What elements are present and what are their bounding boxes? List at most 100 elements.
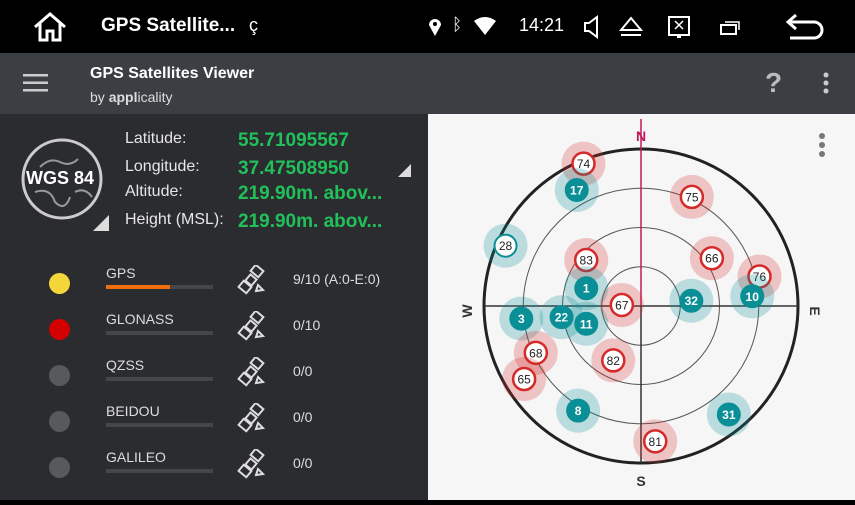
recents-icon[interactable] bbox=[720, 20, 740, 36]
location-panel: WGS 84 Latitude: 55.71095567 Longitude: … bbox=[0, 114, 428, 500]
height-value: 219.90m. abov... bbox=[238, 211, 383, 232]
satellite-label: 75 bbox=[685, 190, 699, 204]
system-name: BEIDOU bbox=[106, 403, 160, 419]
satellite-68 bbox=[523, 340, 549, 366]
satellite-icon[interactable] bbox=[236, 403, 270, 435]
satellite-31 bbox=[716, 402, 741, 427]
satellite-75 bbox=[679, 184, 705, 210]
coords-dropdown-corner-icon[interactable] bbox=[398, 164, 411, 177]
satellite-label: 68 bbox=[529, 346, 543, 360]
satellite-label: 32 bbox=[685, 294, 699, 308]
wifi-icon bbox=[474, 17, 496, 35]
satellite-label: 8 bbox=[575, 404, 582, 418]
subtitle-prefix: by bbox=[90, 89, 109, 105]
satellite-label: 66 bbox=[705, 252, 719, 266]
satellite-label: 10 bbox=[746, 290, 760, 304]
datum-dropdown-corner-icon bbox=[93, 215, 109, 231]
satellite-65 bbox=[511, 366, 537, 392]
subtitle-brand-bold: appl bbox=[108, 89, 138, 105]
system-row-qzss[interactable]: QZSS 0/0 bbox=[0, 357, 428, 397]
menu-icon[interactable] bbox=[23, 74, 48, 92]
system-signal-bar bbox=[106, 423, 213, 427]
satellite-label: 76 bbox=[753, 270, 767, 284]
satellite-icon[interactable] bbox=[236, 311, 270, 343]
system-signal-bar bbox=[106, 469, 213, 473]
system-name: QZSS bbox=[106, 357, 145, 373]
datum-label: WGS 84 bbox=[26, 168, 95, 188]
satellite-8 bbox=[566, 398, 591, 423]
location-pin-icon: ç bbox=[249, 15, 258, 35]
screen-icon[interactable] bbox=[667, 15, 691, 39]
compass-north: N bbox=[636, 128, 646, 144]
app-toolbar: GPS Satellites Viewer by applicality ? bbox=[0, 53, 855, 114]
satellite-17 bbox=[564, 178, 589, 203]
satellite-label: 17 bbox=[570, 184, 584, 198]
satellite-icon[interactable] bbox=[236, 265, 270, 297]
skyplot-more-icon[interactable] bbox=[818, 132, 826, 160]
satellite-icon[interactable] bbox=[236, 449, 270, 481]
latitude-value: 55.71095567 bbox=[238, 130, 349, 151]
satellite-22 bbox=[549, 305, 574, 330]
system-color-dot bbox=[49, 457, 70, 478]
satellite-1 bbox=[574, 276, 599, 301]
bluetooth-icon: ᛒ bbox=[452, 15, 463, 34]
satellite-74 bbox=[571, 151, 596, 176]
system-signal-bar bbox=[106, 285, 213, 289]
globe-icon bbox=[21, 138, 103, 220]
satellite-label: 67 bbox=[615, 298, 629, 312]
system-name: GLONASS bbox=[106, 311, 174, 327]
location-icon bbox=[429, 19, 441, 36]
back-icon[interactable] bbox=[784, 13, 824, 41]
clock: 14:21 bbox=[519, 15, 565, 35]
satellite-label: 3 bbox=[518, 312, 525, 326]
system-satellite-count: 0/10 bbox=[293, 317, 321, 333]
datum-selector[interactable]: WGS 84 bbox=[20, 137, 112, 231]
longitude-value: 37.47508950 bbox=[238, 158, 349, 179]
satellite-label: 65 bbox=[517, 373, 531, 387]
subtitle-brand-rest: icality bbox=[137, 89, 173, 105]
system-satellite-count: 0/0 bbox=[293, 455, 313, 471]
system-row-beidou[interactable]: BEIDOU 0/0 bbox=[0, 403, 428, 443]
help-icon[interactable]: ? bbox=[765, 67, 783, 98]
satellite-3 bbox=[509, 306, 534, 331]
satellite-66 bbox=[699, 245, 725, 271]
satellite-icon[interactable] bbox=[236, 357, 270, 389]
satellite-label: 81 bbox=[649, 435, 663, 449]
system-satellite-count: 0/0 bbox=[293, 363, 313, 379]
compass-west: W bbox=[459, 304, 475, 318]
system-color-dot bbox=[49, 273, 70, 294]
app-title: GPS Satellite... bbox=[101, 15, 236, 36]
satellite-67 bbox=[609, 292, 635, 318]
status-bar: GPS Satellite... ç ᛒ 14:21 bbox=[0, 0, 855, 53]
eject-icon[interactable] bbox=[619, 16, 643, 38]
satellite-label: 11 bbox=[580, 317, 593, 331]
system-row-gps[interactable]: GPS 9/10 (A:0-E:0) bbox=[0, 265, 428, 305]
satellite-10 bbox=[740, 284, 765, 309]
system-row-glonass[interactable]: GLONASS 0/10 bbox=[0, 311, 428, 351]
more-icon[interactable] bbox=[822, 72, 830, 96]
satellite-83 bbox=[573, 247, 599, 273]
satellite-32 bbox=[679, 288, 704, 313]
longitude-label: Longitude: bbox=[125, 158, 200, 175]
satellite-label: 82 bbox=[607, 354, 621, 368]
system-name: GPS bbox=[106, 265, 136, 281]
toolbar-title: GPS Satellites Viewer bbox=[90, 65, 255, 82]
home-icon[interactable] bbox=[31, 11, 69, 43]
satellite-label: 1 bbox=[583, 282, 590, 296]
sky-plot-panel: N S E W 74 17 75 28 83 66 76 1 10 67 32 3 22 11 68 82 65 8 31 8… bbox=[428, 114, 855, 500]
system-satellite-count: 0/0 bbox=[293, 409, 313, 425]
system-signal-bar bbox=[106, 377, 213, 381]
system-name: GALILEO bbox=[106, 449, 166, 465]
altitude-label: Altitude: bbox=[125, 183, 183, 200]
satellite-11 bbox=[574, 311, 599, 336]
system-color-dot bbox=[49, 365, 70, 386]
volume-icon[interactable] bbox=[583, 15, 601, 39]
satellite-label: 31 bbox=[722, 408, 736, 422]
system-color-dot bbox=[49, 411, 70, 432]
sky-plot: N S E W 74 17 75 28 83 66 76 1 10 67 32 3 22 11 68 82 65 8 31 8… bbox=[459, 119, 823, 489]
system-signal-bar bbox=[106, 331, 213, 335]
satellite-label: 28 bbox=[499, 239, 513, 253]
system-satellite-count: 9/10 (A:0-E:0) bbox=[293, 271, 381, 287]
system-row-galileo[interactable]: GALILEO 0/0 bbox=[0, 449, 428, 489]
satellite-81 bbox=[642, 429, 668, 454]
